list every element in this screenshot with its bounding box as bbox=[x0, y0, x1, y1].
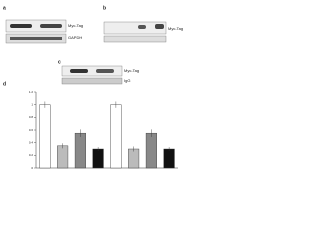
band bbox=[138, 25, 146, 29]
blot bbox=[5, 19, 67, 33]
band bbox=[10, 37, 62, 40]
blot-label: IgG bbox=[124, 78, 130, 83]
bar bbox=[110, 104, 122, 169]
blot bbox=[61, 77, 123, 85]
y-tick-label: 1 bbox=[31, 102, 33, 106]
y-tick-label: 0 bbox=[31, 166, 33, 170]
bar bbox=[145, 132, 157, 169]
blot bbox=[103, 21, 167, 35]
blot-c: Myc-Tag IgG bbox=[61, 65, 139, 85]
blot-label: GAPDH bbox=[68, 35, 82, 40]
band bbox=[155, 24, 164, 29]
y-tick-label: 0.8 bbox=[29, 115, 34, 119]
bar bbox=[74, 132, 86, 169]
band bbox=[10, 24, 32, 28]
bar bbox=[128, 148, 140, 169]
blot-b: Myc-Tag bbox=[103, 21, 183, 43]
blot-label: Myc-Tag bbox=[168, 26, 183, 31]
bar-chart: 0 0.2 0.4 0.6 0.8 1 1.2 bbox=[29, 90, 178, 170]
blot bbox=[61, 65, 123, 77]
blot bbox=[103, 35, 167, 43]
panel-label: c bbox=[58, 59, 61, 65]
bar bbox=[163, 148, 175, 169]
y-tick-label: 0.4 bbox=[29, 140, 34, 144]
bar bbox=[57, 145, 69, 169]
bar bbox=[92, 148, 104, 169]
band bbox=[70, 69, 88, 73]
band bbox=[96, 69, 114, 73]
band bbox=[40, 24, 62, 28]
page: {"panels": {"a": "a", "b": "b", "c": "c"… bbox=[3, 5, 184, 170]
y-tick-label: 1.2 bbox=[29, 90, 34, 94]
figure: a b c d Myc-Tag GAPDH Myc-Tag Myc-Tag Ig… bbox=[3, 5, 183, 170]
panel-label: a bbox=[3, 5, 6, 11]
panel-label: b bbox=[103, 5, 106, 11]
blot-label: Myc-Tag bbox=[124, 68, 139, 73]
blot-a: Myc-Tag GAPDH bbox=[5, 19, 83, 44]
y-tick-label: 0.6 bbox=[29, 128, 34, 132]
y-tick-label: 0.2 bbox=[29, 153, 34, 157]
panel-label: d bbox=[3, 81, 6, 87]
blot-label: Myc-Tag bbox=[68, 23, 83, 28]
bar bbox=[39, 104, 51, 169]
